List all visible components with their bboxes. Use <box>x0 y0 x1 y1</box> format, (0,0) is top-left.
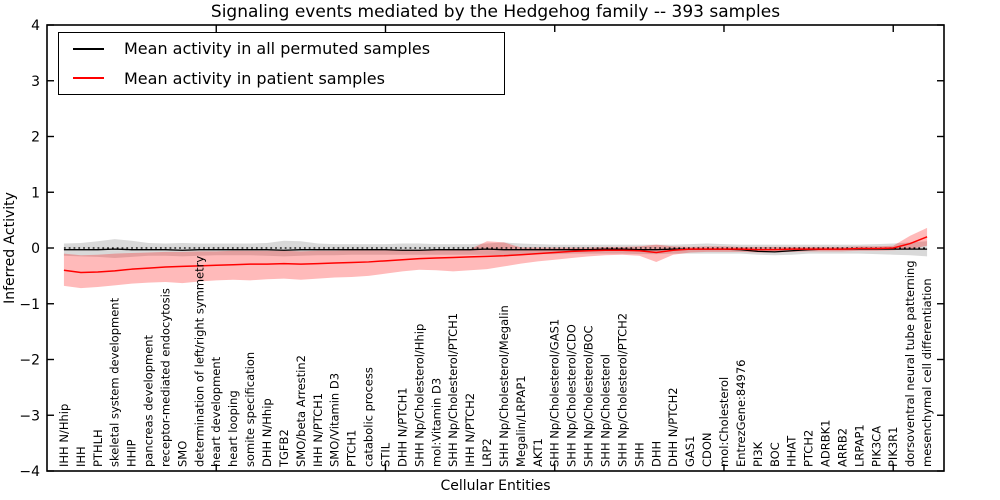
x-category-label: SHH Np/Cholesterol/GAS1 <box>548 319 562 467</box>
x-category-label: IHH N/Hhip <box>57 404 71 467</box>
x-category-label: determination of left/right symmetry <box>192 256 206 467</box>
x-category-label: SHH Np/Cholesterol/Hhip <box>412 324 426 467</box>
y-tick-label: −1 <box>19 297 40 313</box>
x-category-label: LRP2 <box>480 438 494 467</box>
x-axis-label: Cellular Entities <box>440 478 551 494</box>
x-category-label: SHH Np/Cholesterol/Megalin <box>497 305 511 467</box>
x-category-label: CDON <box>700 432 714 467</box>
x-category-label: ARRB2 <box>835 428 849 467</box>
x-category-label: HHAT <box>785 435 799 467</box>
x-category-label: mol:Cholesterol <box>717 377 731 467</box>
x-category-label: SHH Np/Cholesterol/PTCH1 <box>446 313 460 467</box>
y-tick-label: 4 <box>31 18 40 34</box>
x-category-label: SHH Np/Cholesterol <box>599 354 613 467</box>
y-tick-label: −4 <box>19 464 40 480</box>
x-category-label: SMO/beta Arrestin2 <box>294 355 308 467</box>
x-category-label: SMO/Vitamin D3 <box>328 373 342 467</box>
x-category-label: SHH Np/Cholesterol/CDO <box>565 324 579 467</box>
x-category-label: catabolic process <box>362 367 376 467</box>
legend: Mean activity in all permuted samples Me… <box>58 32 505 95</box>
patient-confidence-band <box>63 227 928 289</box>
x-category-label: DHH N/Hhip <box>260 398 274 467</box>
y-tick-label: 1 <box>31 185 40 201</box>
x-category-label: PI3K <box>751 441 765 467</box>
x-category-label: HHIP <box>125 439 139 467</box>
x-category-label: SHH Np/Cholesterol/BOC <box>582 325 596 467</box>
permuted-confidence-band <box>63 239 928 259</box>
x-category-label: SMO <box>175 441 189 467</box>
x-category-label: SHH Np/Cholesterol/PTCH2 <box>615 313 629 467</box>
x-category-label: PTHLH <box>91 429 105 467</box>
permuted-line-swatch <box>73 47 104 50</box>
x-category-label: PIK3CA <box>869 426 883 467</box>
patient-mean-line <box>63 236 928 274</box>
x-category-label: PTCH2 <box>802 430 816 467</box>
x-category-label: DHH N/PTCH1 <box>395 387 409 467</box>
y-tick-label: 3 <box>31 74 40 90</box>
x-category-label: IHH N/PTCH1 <box>311 393 325 467</box>
x-category-label: IHH <box>74 446 88 467</box>
y-tick-label: −3 <box>19 408 40 424</box>
x-category-label: PTCH1 <box>345 430 359 467</box>
x-category-label: LRPAP1 <box>852 424 866 467</box>
x-category-label: STIL <box>378 442 392 467</box>
x-category-label: PIK3R1 <box>886 427 900 468</box>
x-category-label: EntrezGene:84976 <box>734 360 748 467</box>
legend-label-permuted: Mean activity in all permuted samples <box>124 39 431 59</box>
x-category-label: pancreas development <box>142 334 156 467</box>
legend-entry-patient: Mean activity in patient samples <box>59 64 504 92</box>
x-category-label: AKT1 <box>531 438 545 467</box>
x-category-label: dorsoventral neural tube patterning <box>903 260 917 467</box>
y-tick-label: 2 <box>31 130 40 146</box>
legend-label-patient: Mean activity in patient samples <box>124 68 385 88</box>
x-category-label: IHH N/PTCH2 <box>463 393 477 467</box>
y-tick-label: −2 <box>19 353 40 369</box>
y-tick-label: 0 <box>31 241 40 257</box>
x-category-label: mesenchymal cell differentiation <box>920 278 934 467</box>
x-category-label: mol:Vitamin D3 <box>429 378 443 467</box>
y-axis-label: Inferred Activity <box>2 192 18 304</box>
x-category-label: heart looping <box>226 390 240 467</box>
x-category-label: GAS1 <box>683 436 697 467</box>
x-category-label: somite specification <box>243 352 257 467</box>
x-category-label: DHH N/PTCH2 <box>666 387 680 467</box>
x-category-label: Megalin/LRPAP1 <box>514 375 528 467</box>
x-category-label: TGFB2 <box>277 429 291 468</box>
x-category-label: skeletal system development <box>108 297 122 467</box>
permuted-mean-line <box>63 248 928 253</box>
x-category-label: receptor-mediated endocytosis <box>158 288 172 467</box>
chart-title: Signaling events mediated by the Hedgeho… <box>210 2 781 22</box>
x-category-label: SHH <box>632 442 646 467</box>
x-category-label: DHH <box>649 441 663 467</box>
x-category-label: heart development <box>209 356 223 467</box>
patient-line-swatch <box>73 77 104 80</box>
x-category-label: ADRBK1 <box>819 420 833 467</box>
x-category-label: BOC <box>768 442 782 467</box>
legend-entry-permuted: Mean activity in all permuted samples <box>59 35 504 63</box>
